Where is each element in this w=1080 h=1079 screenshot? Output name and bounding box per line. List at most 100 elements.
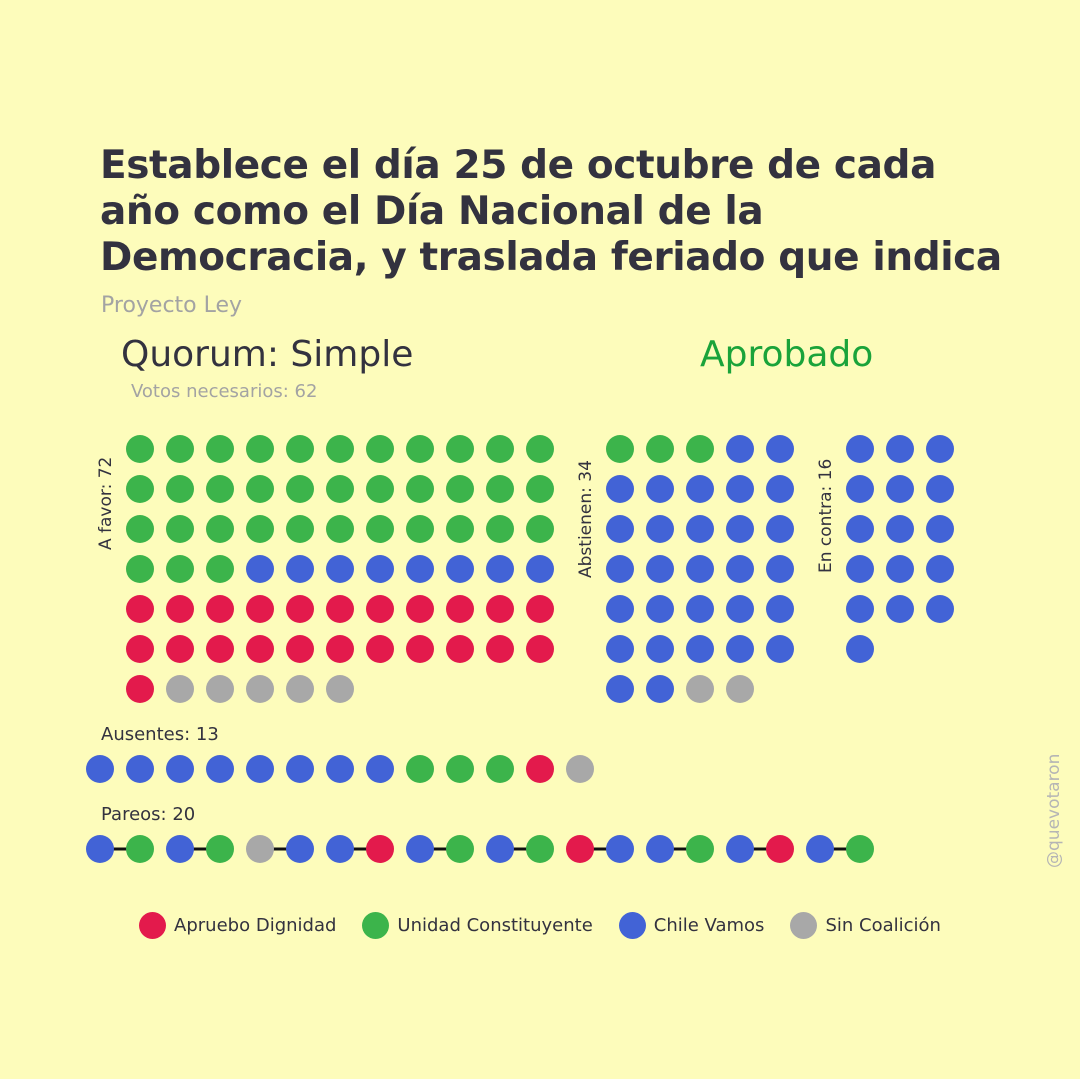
pareo-seat-dot [366, 835, 394, 863]
a-favor-seat-dot [286, 475, 314, 503]
en-contra-seat-dot [886, 515, 914, 543]
pareo-seat-dot [126, 835, 154, 863]
a-favor-seat-dot [126, 595, 154, 623]
legend-item-unidad-constituyente: Unidad Constituyente [362, 912, 593, 939]
ausente-seat-dot [486, 755, 514, 783]
legend-item-apruebo-dignidad: Apruebo Dignidad [139, 912, 336, 939]
legend-item-chile-vamos: Chile Vamos [618, 912, 764, 939]
abstienen-seat-dot [726, 475, 754, 503]
legend-swatch-sin-coalicion [790, 912, 818, 939]
pareo-seat-dot [526, 835, 554, 863]
abstienen-seat-dot [726, 675, 754, 703]
abstienen-seat-dot [726, 515, 754, 543]
a-favor-seat-dot [166, 555, 194, 583]
a-favor-seat-dot [486, 555, 514, 583]
watermark-handle: @quevotaron [1044, 753, 1064, 868]
a-favor-seat-dot [446, 475, 474, 503]
pareo-seat-dot [246, 835, 274, 863]
a-favor-seat-dot [126, 435, 154, 463]
en-contra-seat-dot [846, 555, 874, 583]
abstienen-seat-dot [646, 675, 674, 703]
a-favor-seat-dot [366, 555, 394, 583]
abstienen-seat-dot [646, 435, 674, 463]
a-favor-seat-dot [446, 635, 474, 663]
ausente-seat-dot [126, 755, 154, 783]
pareos-label: Pareos: 20 [101, 804, 196, 825]
abstienen-seat-dot [766, 475, 794, 503]
ausente-seat-dot [86, 755, 114, 783]
a-favor-seat-dot [126, 635, 154, 663]
ausente-seat-dot [166, 755, 194, 783]
abstienen-seat-dot [766, 515, 794, 543]
a-favor-seat-dot [246, 515, 274, 543]
a-favor-seat-dot [246, 635, 274, 663]
a-favor-seat-dot [446, 515, 474, 543]
abstienen-seat-dot [606, 675, 634, 703]
abstienen-seat-dot [766, 635, 794, 663]
a-favor-seat-dot [326, 595, 354, 623]
abstienen-seat-dot [646, 555, 674, 583]
legend: Apruebo Dignidad Unidad Constituyente Ch… [0, 912, 1080, 939]
a-favor-seat-dot [526, 555, 554, 583]
abstienen-seat-dot [686, 675, 714, 703]
pareo-seat-dot [646, 835, 674, 863]
ausente-seat-dot [446, 755, 474, 783]
abstienen-seat-dot [726, 635, 754, 663]
a-favor-seat-dot [246, 675, 274, 703]
a-favor-seat-dot [446, 595, 474, 623]
abstienen-seat-dot [686, 595, 714, 623]
abstienen-seat-dot [646, 595, 674, 623]
pareo-seat-dot [726, 835, 754, 863]
pareo-seat-dot [406, 835, 434, 863]
a-favor-seat-dot [286, 515, 314, 543]
a-favor-seat-dot [526, 595, 554, 623]
en-contra-seat-dot [926, 555, 954, 583]
a-favor-seat-dot [206, 555, 234, 583]
a-favor-seat-dot [286, 675, 314, 703]
abstienen-seat-dot [766, 435, 794, 463]
a-favor-seat-dot [526, 475, 554, 503]
a-favor-seat-dot [246, 475, 274, 503]
abstienen-seat-dot [686, 435, 714, 463]
abstienen-seat-dot [726, 555, 754, 583]
a-favor-seat-dot [246, 595, 274, 623]
abstienen-seat-dot [606, 515, 634, 543]
ausente-seat-dot [246, 755, 274, 783]
legend-label-unidad-constituyente: Unidad Constituyente [397, 915, 593, 936]
abstienen-seat-dot [726, 595, 754, 623]
legend-item-sin-coalicion: Sin Coalición [790, 912, 941, 939]
a-favor-seat-dot [166, 675, 194, 703]
abstienen-seat-dot [646, 515, 674, 543]
a-favor-seat-dot [326, 635, 354, 663]
pareo-seat-dot [286, 835, 314, 863]
pareo-seat-dot [86, 835, 114, 863]
legend-swatch-chile-vamos [618, 912, 646, 939]
en-contra-seat-dot [886, 595, 914, 623]
pareo-seat-dot [606, 835, 634, 863]
a-favor-seat-dot [326, 675, 354, 703]
a-favor-seat-dot [126, 555, 154, 583]
a-favor-seat-dot [286, 595, 314, 623]
en-contra-seat-dot [886, 555, 914, 583]
a-favor-seat-dot [286, 435, 314, 463]
pareo-seat-dot [166, 835, 194, 863]
a-favor-seat-dot [286, 635, 314, 663]
a-favor-seat-dot [366, 475, 394, 503]
a-favor-seat-dot [526, 435, 554, 463]
a-favor-seat-dot [206, 675, 234, 703]
en-contra-seat-dot [926, 515, 954, 543]
en-contra-seat-dot [886, 475, 914, 503]
ausente-seat-dot [326, 755, 354, 783]
a-favor-seat-dot [206, 595, 234, 623]
a-favor-seat-dot [366, 595, 394, 623]
ausente-seat-dot [406, 755, 434, 783]
a-favor-seat-dot [406, 635, 434, 663]
a-favor-seat-dot [406, 515, 434, 543]
a-favor-seat-dot [406, 555, 434, 583]
a-favor-seat-dot [326, 475, 354, 503]
a-favor-seat-dot [486, 595, 514, 623]
ausente-seat-dot [566, 755, 594, 783]
a-favor-seat-dot [286, 555, 314, 583]
legend-swatch-unidad-constituyente [362, 912, 390, 939]
abstienen-seat-dot [686, 515, 714, 543]
